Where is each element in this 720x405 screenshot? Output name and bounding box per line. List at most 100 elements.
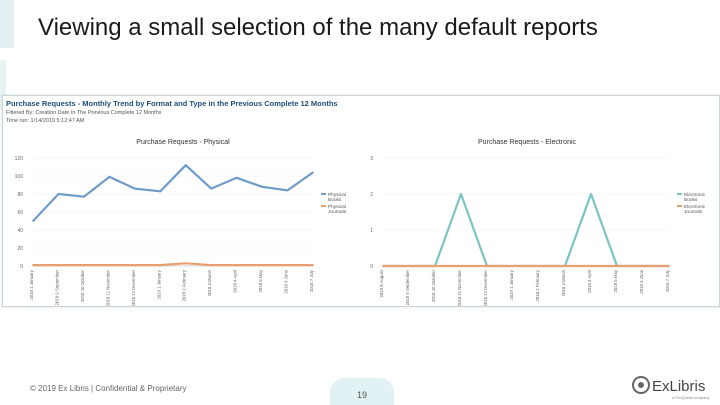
data-point xyxy=(261,264,263,266)
data-point xyxy=(434,265,436,267)
data-point xyxy=(668,265,670,267)
data-point xyxy=(590,265,592,267)
data-point xyxy=(184,262,187,265)
svg-text:ExLibris: ExLibris xyxy=(652,378,705,395)
data-point xyxy=(32,220,34,222)
data-point xyxy=(83,195,85,198)
data-point xyxy=(512,265,514,267)
legend-label: Books xyxy=(684,197,698,203)
data-point xyxy=(286,264,289,266)
data-point xyxy=(108,176,111,178)
title-accent-bar xyxy=(0,0,14,48)
x-tick-label: 2018 11 November xyxy=(105,269,110,306)
x-tick-label: 2018 5 May xyxy=(613,269,618,292)
x-tick-label: 2018 9 September xyxy=(54,269,59,305)
data-point xyxy=(408,265,410,267)
data-point xyxy=(312,264,314,266)
y-tick-label: 1 xyxy=(370,228,373,234)
x-tick-label: 2018 8 August xyxy=(379,269,384,297)
x-tick-label: 2018 5 May xyxy=(258,269,263,292)
x-tick-label: 2018 10 October xyxy=(431,269,436,302)
y-tick-label: 40 xyxy=(17,228,23,234)
y-tick-label: 20 xyxy=(17,246,23,252)
data-point xyxy=(235,176,238,179)
footer-copyright: © 2019 Ex Libris | Confidential & Propri… xyxy=(30,384,187,393)
data-point xyxy=(235,264,238,266)
report-run-time: Time run: 1/14/2019 5:12:47 AM xyxy=(6,118,85,124)
legend-label: Electronic xyxy=(684,204,706,210)
legend-label: Journals xyxy=(684,209,703,215)
x-tick-label: 2018 6 June xyxy=(284,269,289,293)
x-tick-label: 2018 4 April xyxy=(233,270,238,293)
y-tick-label: 2 xyxy=(370,192,373,198)
data-point xyxy=(83,264,85,266)
data-point xyxy=(57,193,60,195)
data-point xyxy=(382,265,384,267)
data-point xyxy=(261,185,263,188)
exlibris-logo: ExLibris a ProQuest company xyxy=(632,376,710,400)
physical-chart: Purchase Requests - Physical 120 100 80 60 40… xyxy=(15,139,347,306)
y-tick-label: 0 xyxy=(20,264,23,270)
y-tick-label: 0 xyxy=(370,264,373,270)
page-number: 19 xyxy=(356,390,367,400)
legend-label: Journals xyxy=(328,209,347,215)
slide-title: Viewing a small selection of the many de… xyxy=(38,14,598,41)
legend-label: Physical xyxy=(328,204,346,210)
x-tick-label: 2018 11 November xyxy=(457,269,462,306)
y-tick-label: 3 xyxy=(370,156,373,162)
legend-swatch xyxy=(677,205,682,207)
chart-title: Purchase Requests - Physical xyxy=(136,139,230,146)
data-point xyxy=(642,265,644,267)
data-point xyxy=(32,264,34,266)
data-point xyxy=(538,265,540,267)
x-tick-label: 2019 1 January xyxy=(509,269,514,299)
data-point xyxy=(210,264,213,266)
data-point xyxy=(159,264,162,266)
chart-title: Purchase Requests - Electronic xyxy=(478,139,577,146)
electronic-chart: Purchase Requests - Electronic 3 2 1 0 2018 8… xyxy=(370,139,706,306)
data-point xyxy=(590,193,592,195)
page-number-tab xyxy=(330,378,394,405)
report-filter-text: Filtered By: Creation Date In The Previo… xyxy=(6,110,162,116)
x-tick-label: 2018 3 March xyxy=(561,269,566,296)
side-accent-bar xyxy=(0,60,6,110)
report-title: Purchase Requests - Monthly Trend by For… xyxy=(6,99,338,108)
legend-swatch xyxy=(321,193,326,195)
x-tick-label: 2018 7 July xyxy=(665,269,670,292)
series-line-0 xyxy=(32,164,314,222)
data-point xyxy=(133,187,136,190)
svg-text:a ProQuest company: a ProQuest company xyxy=(672,395,710,400)
x-tick-label: 2018 7 July xyxy=(309,269,314,292)
x-tick-label: 2018 12 December xyxy=(483,269,488,306)
x-tick-label: 2018 12 December xyxy=(131,269,136,306)
x-tick-label: 2018 3 March xyxy=(207,269,212,296)
x-tick-label: 2018 9 September xyxy=(405,269,410,305)
data-point xyxy=(312,171,314,174)
x-tick-label: 2018 2 February xyxy=(182,269,187,301)
x-tick-label: 2018 10 October xyxy=(80,269,85,302)
legend-swatch xyxy=(677,193,682,195)
data-point xyxy=(564,265,566,267)
x-tick-label: 2018 4 April xyxy=(587,270,592,293)
data-point xyxy=(286,189,289,192)
legend-label: Electronic xyxy=(684,192,706,198)
x-tick-label: 2018 2 February xyxy=(535,269,540,301)
data-point xyxy=(210,187,213,190)
y-tick-label: 100 xyxy=(15,174,24,180)
y-tick-label: 60 xyxy=(17,210,23,216)
y-tick-label: 120 xyxy=(15,156,24,162)
legend-label: Books xyxy=(328,197,342,203)
data-point xyxy=(108,264,111,266)
series-line-1 xyxy=(33,262,313,267)
y-tick-label: 80 xyxy=(17,192,23,198)
data-point xyxy=(460,265,462,267)
report-screenshot: Purchase Requests - Monthly Trend by For… xyxy=(2,95,720,307)
data-point xyxy=(460,193,462,195)
legend-swatch xyxy=(321,205,326,207)
legend-label: Physical xyxy=(328,192,346,198)
x-tick-label: 2018 1 January xyxy=(29,269,34,299)
data-point xyxy=(133,264,136,266)
data-point xyxy=(159,190,162,193)
data-point xyxy=(616,265,618,267)
data-point xyxy=(57,264,60,266)
